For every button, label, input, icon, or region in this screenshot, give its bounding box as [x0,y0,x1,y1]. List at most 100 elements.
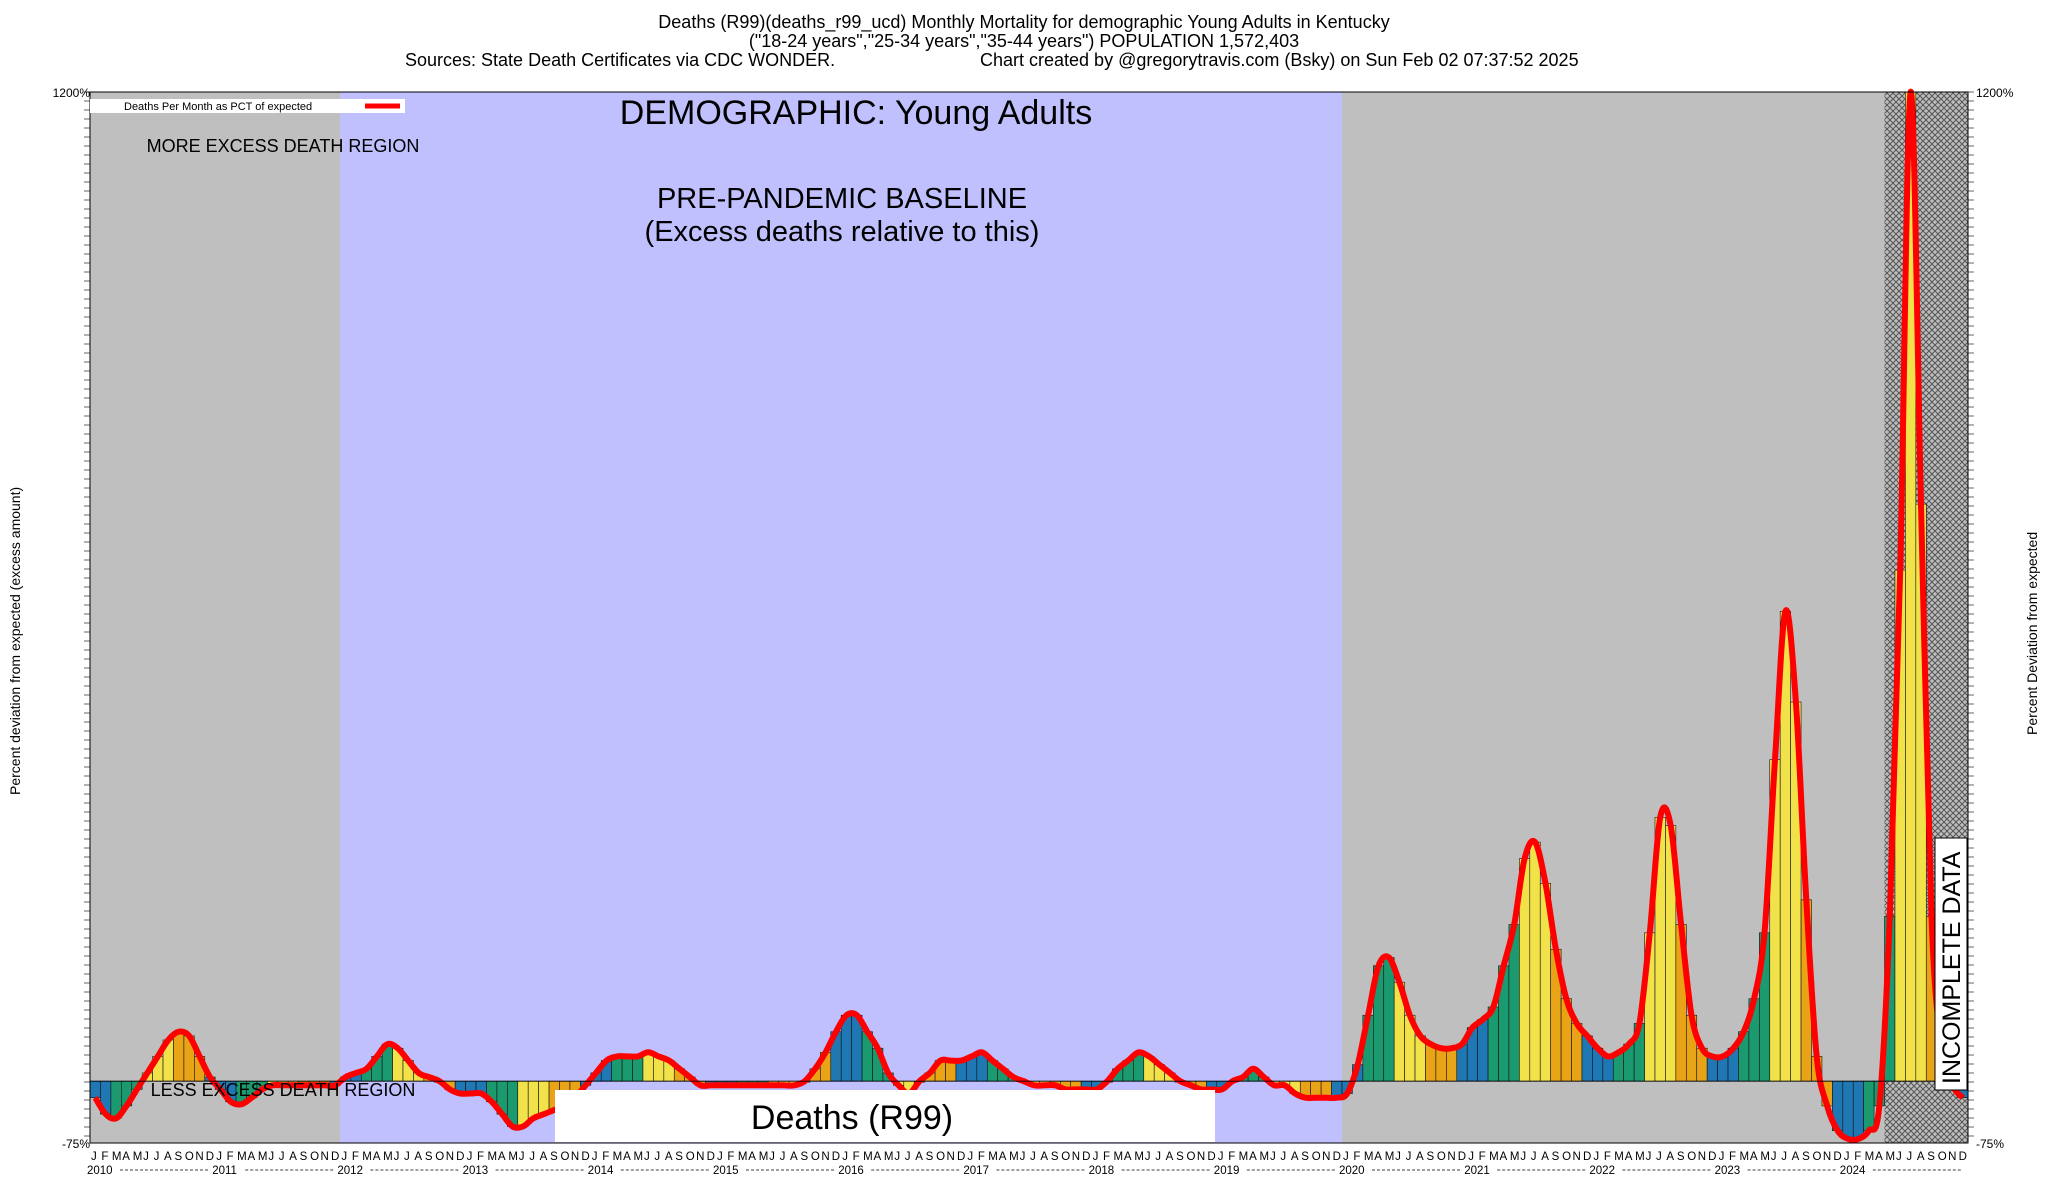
x-tick-month: F [1604,1151,1611,1163]
x-tick-month: A [1625,1151,1633,1163]
x-tick-month: O [1813,1151,1822,1163]
x-tick-month: J [842,1151,848,1163]
x-tick-year: 2022 [1589,1165,1615,1177]
x-tick-month: J [894,1151,900,1163]
x-tick-month: M [1260,1151,1270,1163]
x-tick-month: J [1155,1151,1161,1163]
x-tick-month: M [1635,1151,1645,1163]
x-tick-month: J [519,1151,525,1163]
x-tick-month: A [1416,1151,1424,1163]
x-tick-month: N [1447,1151,1455,1163]
x-tick-month: A [1792,1151,1800,1163]
x-tick-month: N [571,1151,579,1163]
x-tick-year: 2019 [1214,1165,1240,1177]
x-tick-month: M [1510,1151,1520,1163]
x-tick-month: F [1103,1151,1110,1163]
x-tick-month: A [1291,1151,1299,1163]
x-tick-month: J [1280,1151,1286,1163]
y-tick-top-left: 1200% [53,86,91,100]
x-tick-month: M [1886,1151,1896,1163]
x-tick-month: J [717,1151,723,1163]
x-tick-month: A [1374,1151,1382,1163]
x-tick-month: A [915,1151,923,1163]
x-tick-month: N [1698,1151,1706,1163]
x-tick-month: M [237,1151,247,1163]
data-bar [1425,1043,1437,1082]
x-tick-month: A [1917,1151,1925,1163]
x-tick-month: J [967,1151,973,1163]
x-tick-month: O [1437,1151,1446,1163]
x-tick-year: 2017 [963,1165,989,1177]
x-tick-month: A [790,1151,798,1163]
x-tick-month: N [1197,1151,1205,1163]
y-axis-label-left: Percent deviation from expected (excess … [7,487,23,795]
x-tick-month: J [1656,1151,1662,1163]
x-tick-month: S [1301,1151,1309,1163]
x-tick-month: S [1802,1151,1810,1163]
pre-baseline-region [90,92,341,1143]
x-tick-month: N [1948,1151,1956,1163]
x-tick-month: J [1020,1151,1026,1163]
data-bar [1435,1047,1447,1082]
x-tick-month: F [1353,1151,1360,1163]
baseline-sublabel: (Excess deaths relative to this) [645,216,1040,248]
x-tick-year: 2021 [1464,1165,1490,1177]
x-tick-month: S [1051,1151,1059,1163]
x-tick-month: J [1646,1151,1652,1163]
x-tick-month: M [1113,1151,1123,1163]
x-tick-month: D [1959,1151,1967,1163]
x-tick-year: 2010 [87,1165,113,1177]
x-tick-month: A [248,1151,256,1163]
x-tick-month: A [999,1151,1007,1163]
x-tick-month: D [957,1151,965,1163]
x-tick-month: M [508,1151,518,1163]
x-tick-month: D [206,1151,214,1163]
x-tick-year: 2020 [1339,1165,1365,1177]
x-tick-month: D [1333,1151,1341,1163]
x-tick-month: A [1875,1151,1883,1163]
x-tick-month: J [769,1151,775,1163]
data-bar [1383,957,1395,1082]
x-tick-month: N [321,1151,329,1163]
x-tick-month: J [644,1151,650,1163]
x-tick-month: O [936,1151,945,1163]
x-tick-month: M [1239,1151,1249,1163]
x-tick-month: O [1687,1151,1696,1163]
x-tick-month: O [1061,1151,1070,1163]
x-tick-month: A [373,1151,381,1163]
x-tick-month: J [592,1151,598,1163]
x-tick-month: A [623,1151,631,1163]
x-tick-month: A [1040,1151,1048,1163]
x-tick-month: A [540,1151,548,1163]
x-tick-month: J [216,1151,222,1163]
x-tick-month: O [1312,1151,1321,1163]
x-tick-month: A [748,1151,756,1163]
x-tick-month: O [561,1151,570,1163]
x-tick-year: 2011 [212,1165,237,1177]
x-tick-month: D [1082,1151,1090,1163]
x-tick-month: M [738,1151,748,1163]
x-tick-month: M [1489,1151,1499,1163]
x-tick-month: M [383,1151,393,1163]
x-tick-month: O [310,1151,319,1163]
x-tick-month: N [1072,1151,1080,1163]
x-tick-month: J [1520,1151,1526,1163]
x-tick-month: F [853,1151,860,1163]
x-tick-month: M [362,1151,372,1163]
x-tick-month: F [1228,1151,1235,1163]
x-tick-month: J [1030,1151,1036,1163]
x-tick-month: J [654,1151,660,1163]
legend-label: Deaths Per Month as PCT of expected [124,101,312,113]
x-tick-month: J [905,1151,911,1163]
more-excess-region-label: MORE EXCESS DEATH REGION [147,136,420,156]
x-tick-month: S [1927,1151,1935,1163]
x-tick-month: M [1760,1151,1770,1163]
x-tick-month: M [1865,1151,1875,1163]
x-tick-month: J [91,1151,97,1163]
chart-subtitle: ("18-24 years","25-34 years","35-44 year… [748,31,1300,51]
pct-line-series [92,88,1966,1143]
x-tick-month: D [1207,1151,1215,1163]
x-tick-month: J [268,1151,274,1163]
